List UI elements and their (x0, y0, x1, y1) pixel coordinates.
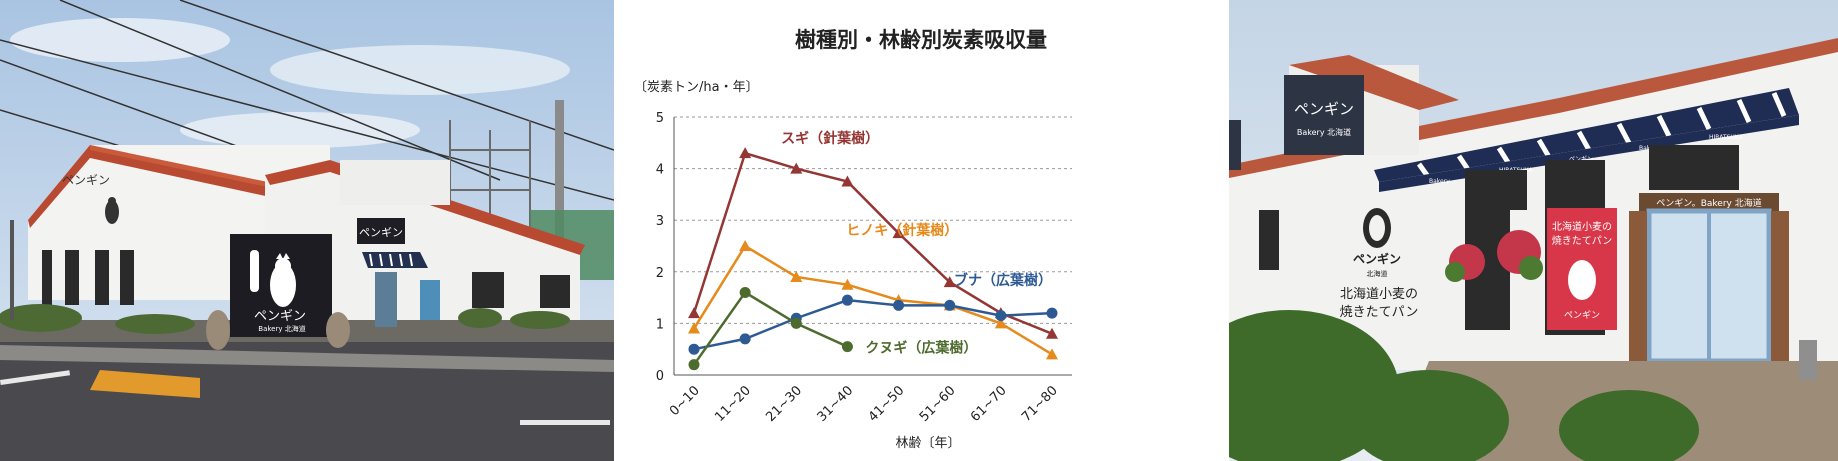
door-sign (1639, 193, 1779, 211)
parking-block (90, 370, 200, 398)
series-0-point-0 (688, 307, 700, 319)
windows-right (472, 272, 570, 308)
y-tick-5: 5 (656, 111, 664, 126)
series-0-point-2 (790, 162, 803, 174)
left-store-photo: ペンギン ペンギン ペンギン Bakery 北海道 (0, 0, 614, 461)
series-1-point-1 (739, 240, 752, 251)
windows-left (42, 250, 134, 305)
series-0-point-1 (739, 147, 752, 159)
awning-small (362, 252, 428, 268)
series-0-point-3 (841, 175, 854, 187)
small-store-sign-text: ペンギン (359, 226, 403, 239)
right-store-photo: ペンギン Bakery 北海道 Bakery HIRATSUKA ペンギン Ba… (1229, 0, 1838, 461)
y-axis-label: 〔炭素トン/ha・年〕 (634, 80, 759, 95)
awning-word-1: Bakery (1429, 178, 1450, 185)
series-2-point-6 (995, 310, 1007, 322)
series-1-point-0 (688, 322, 700, 334)
poster (420, 280, 440, 320)
door-sign-text: ペンギン。Bakery 北海道 (1656, 197, 1761, 209)
main-sign-subtext: Bakery 北海道 (258, 324, 305, 333)
x-tick-labels: 0~10 11~20 21~30 31~40 41~50 51~60 61~70 71~80 (667, 383, 1061, 425)
series-label-0: スギ（針葉樹） (781, 130, 879, 147)
series-0-point-7 (1046, 327, 1058, 339)
wall-logo-subtext: 北海道 (1367, 269, 1388, 278)
series-label-1: ヒノキ（針葉樹） (846, 222, 958, 239)
trash-bin (1799, 340, 1817, 380)
x-tick-0~10: 0~10 (667, 383, 703, 419)
main-sign-text: ペンギン (254, 309, 306, 324)
shrubs (0, 304, 570, 334)
series-3-point-3 (841, 341, 853, 353)
x-tick-61~70: 61~70 (968, 383, 1010, 425)
utility-pole (555, 100, 564, 300)
flower-stands (1445, 230, 1543, 282)
series-1-point-6 (994, 317, 1007, 329)
banner-line-1: 北海道小麦の (1552, 220, 1612, 233)
rooftop-sign (1284, 75, 1364, 155)
series-label-3: クヌギ（広葉樹） (865, 340, 977, 357)
awning-word-5: HIRATSUKA (1709, 134, 1744, 141)
x-tick-41~50: 41~50 (866, 383, 908, 425)
y-tick-0: 0 (656, 369, 664, 384)
y-tick-2: 2 (656, 266, 664, 281)
wall-slogan-2: 焼きたてパン (1340, 305, 1419, 320)
series-1-point-3 (841, 278, 854, 290)
y-tick-4: 4 (656, 163, 664, 178)
penguin-mural-left (105, 197, 119, 224)
series-line-2 (693, 298, 1053, 351)
wall-logo-text: ペンギン (62, 173, 110, 187)
y-tick-3: 3 (656, 214, 664, 229)
x-tick-21~30: 21~30 (763, 383, 805, 425)
carbon-absorption-chart: 樹種別・林齢別炭素吸収量 〔炭素トン/ha・年〕 林齢〔年〕 0 1 2 3 4 5 0~… (614, 0, 1229, 461)
banner-line-2: 焼きたてパン (1552, 235, 1613, 247)
series-3-point-2 (790, 317, 802, 329)
series-2-point-3 (841, 294, 853, 306)
series-2-point-0 (688, 343, 700, 355)
striped-awning (1374, 88, 1799, 182)
banner-brand: ペンギン (1564, 310, 1600, 321)
rock-left (206, 310, 230, 350)
y-tick-1: 1 (656, 317, 664, 332)
rooftop-sign-text: ペンギン (1294, 100, 1354, 118)
awning-word-3: ペンギン (1569, 156, 1593, 163)
series-labels: スギ（針葉樹） ヒノキ（針葉樹） ブナ（広葉樹） クヌギ（広葉樹） (781, 130, 1052, 357)
x-axis-label: 林齢〔年〕 (895, 436, 960, 451)
small-store-sign (357, 218, 405, 244)
x-tick-71~80: 71~80 (1019, 383, 1061, 425)
series-2-point-4 (893, 299, 905, 311)
series-0-point-4 (892, 227, 905, 239)
street-lamp (10, 220, 14, 320)
chart-title: 樹種別・林齢別炭素吸収量 (795, 28, 1047, 52)
x-tick-31~40: 31~40 (815, 383, 857, 425)
series-0-point-5 (943, 276, 956, 288)
data-series (688, 147, 1058, 371)
entrance-door (375, 272, 397, 327)
y-tick-labels: 0 1 2 3 4 5 (656, 111, 664, 384)
series-2-point-1 (739, 333, 751, 345)
wall-penguin-logo (1363, 208, 1391, 248)
series-3-point-1 (739, 286, 751, 298)
series-line-1 (692, 244, 1053, 356)
series-2-point-5 (944, 299, 956, 311)
series-line-0 (692, 151, 1053, 335)
series-2-point-7 (1046, 307, 1058, 319)
rock-right (326, 312, 350, 348)
x-tick-51~60: 51~60 (917, 383, 959, 425)
series-label-2: ブナ（広葉樹） (954, 272, 1052, 289)
foreground-bushes (1229, 310, 1699, 461)
wall-slogan-1: 北海道小麦の (1340, 287, 1418, 302)
series-line-3 (692, 290, 848, 366)
banner-penguin-icon (1568, 260, 1596, 300)
wall-logo-text: ペンギン (1353, 251, 1401, 266)
series-1-point-2 (790, 270, 803, 282)
series-1-point-7 (1046, 348, 1058, 360)
series-3-point-0 (688, 359, 700, 371)
penguin-logo (250, 250, 296, 307)
axes (673, 117, 1072, 376)
roof-right (265, 160, 585, 255)
rooftop-sign-subtext: Bakery 北海道 (1297, 127, 1351, 137)
x-tick-11~20: 11~20 (712, 383, 754, 425)
